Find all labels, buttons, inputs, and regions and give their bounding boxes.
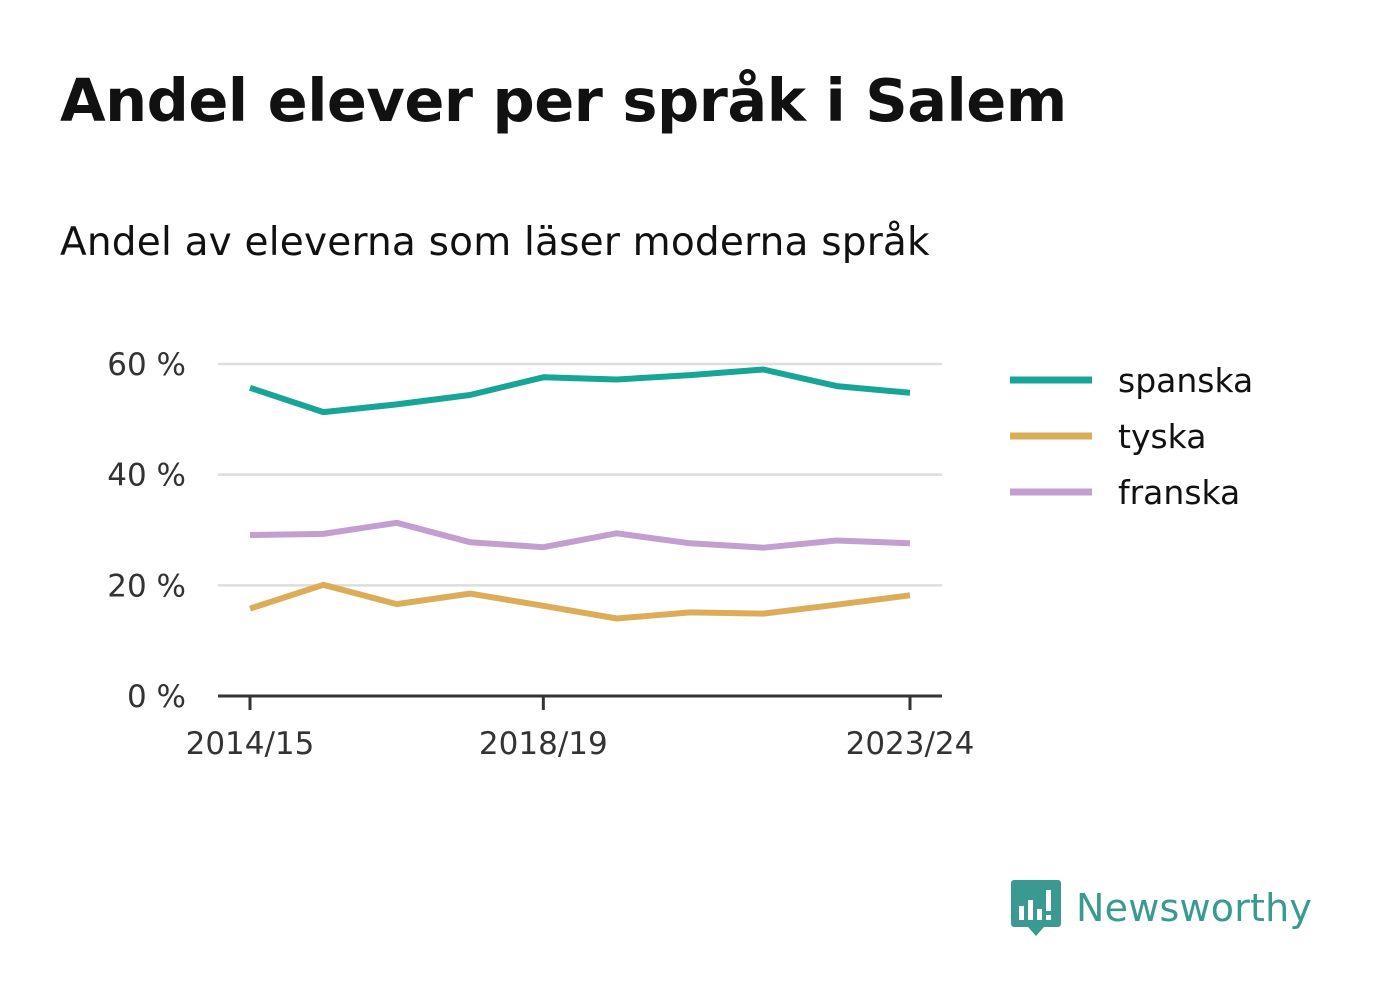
y-tick-label: 40 % xyxy=(107,458,186,494)
newsworthy-logo-icon xyxy=(1011,880,1061,936)
y-tick-label: 20 % xyxy=(107,568,186,604)
y-tick-label: 0 % xyxy=(127,679,186,715)
series-line-tyska xyxy=(249,581,911,622)
series-line-spanska xyxy=(249,366,911,416)
x-tick-label: 2018/19 xyxy=(479,726,608,762)
legend-label-tyska: tyska xyxy=(1118,417,1206,456)
series-line-franska xyxy=(249,519,911,551)
x-tick-label: 2023/24 xyxy=(846,726,975,762)
series-lines xyxy=(249,366,911,622)
y-tick-label: 60 % xyxy=(107,347,186,383)
legend-label-spanska: spanska xyxy=(1118,361,1253,400)
y-axis-tick-labels: 0 % 20 % 40 % 60 % xyxy=(107,347,186,715)
chart-subtitle: Andel av eleverna som läser moderna språ… xyxy=(60,220,930,265)
x-axis: 2014/15 2018/19 2023/24 xyxy=(186,694,975,762)
newsworthy-brand: Newsworthy xyxy=(1010,878,1312,938)
legend-label-franska: franska xyxy=(1118,473,1240,512)
gridlines xyxy=(218,362,942,587)
chart-title: Andel elever per språk i Salem xyxy=(60,66,1067,135)
legend: spanska tyska franska xyxy=(1010,361,1253,512)
brand-name: Newsworthy xyxy=(1076,886,1313,930)
x-tick-label: 2014/15 xyxy=(186,726,315,762)
